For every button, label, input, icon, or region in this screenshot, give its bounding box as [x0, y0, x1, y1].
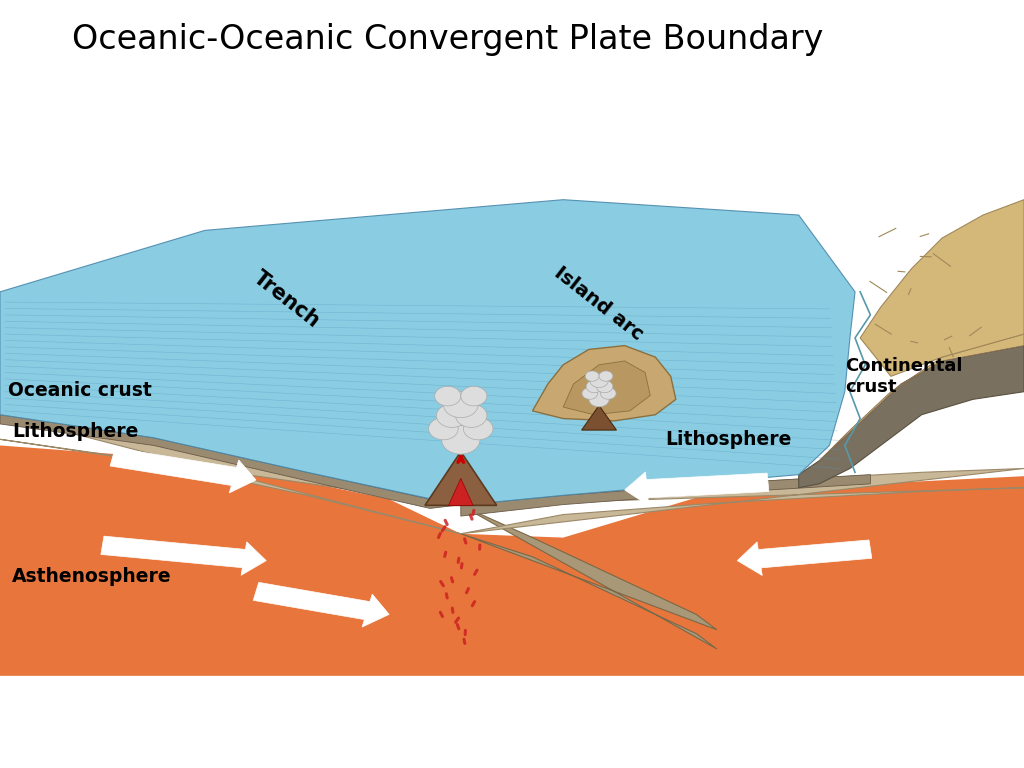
Polygon shape	[461, 468, 1024, 534]
Polygon shape	[0, 415, 456, 508]
Polygon shape	[819, 334, 1024, 461]
Polygon shape	[0, 415, 461, 534]
Circle shape	[456, 404, 487, 428]
Polygon shape	[0, 200, 855, 505]
Polygon shape	[253, 582, 389, 627]
Polygon shape	[563, 361, 650, 415]
Polygon shape	[461, 475, 870, 516]
Circle shape	[586, 371, 599, 381]
Text: Oceanic-Oceanic Convergent Plate Boundary: Oceanic-Oceanic Convergent Plate Boundar…	[72, 23, 823, 56]
Polygon shape	[425, 452, 497, 505]
Circle shape	[590, 374, 608, 388]
Polygon shape	[799, 346, 1024, 488]
Polygon shape	[0, 445, 1024, 676]
Text: Trench: Trench	[250, 267, 324, 332]
Polygon shape	[860, 200, 1024, 376]
Circle shape	[443, 392, 478, 418]
Circle shape	[464, 418, 493, 440]
Circle shape	[600, 388, 616, 399]
Polygon shape	[582, 406, 616, 430]
Circle shape	[461, 386, 487, 406]
Circle shape	[596, 380, 612, 392]
Text: Lithosphere: Lithosphere	[666, 430, 792, 449]
Circle shape	[429, 418, 458, 440]
Circle shape	[589, 392, 609, 407]
Circle shape	[436, 404, 468, 428]
Polygon shape	[110, 448, 256, 493]
Text: Asthenosphere: Asthenosphere	[12, 567, 172, 585]
Text: Lithosphere: Lithosphere	[12, 422, 138, 441]
Text: Island arc: Island arc	[551, 263, 647, 344]
Polygon shape	[625, 472, 769, 505]
Text: Oceanic crust: Oceanic crust	[8, 381, 152, 399]
Text: Continental
crust: Continental crust	[845, 357, 963, 396]
Polygon shape	[461, 505, 717, 649]
Polygon shape	[101, 536, 266, 575]
Circle shape	[441, 425, 480, 454]
Circle shape	[434, 386, 461, 406]
Polygon shape	[449, 478, 473, 505]
Circle shape	[599, 371, 612, 381]
Circle shape	[586, 380, 603, 392]
Polygon shape	[737, 540, 871, 575]
Circle shape	[582, 388, 598, 399]
Polygon shape	[532, 346, 676, 421]
